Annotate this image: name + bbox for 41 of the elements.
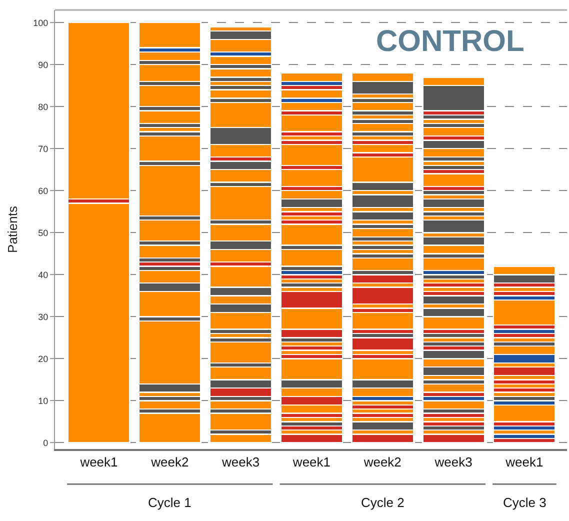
- y-tick-label: 90: [38, 60, 48, 70]
- bar: [280, 114, 344, 132]
- x-tick-label: week2: [150, 454, 189, 470]
- bar: [422, 173, 485, 188]
- x-tick-label: week1: [79, 454, 118, 470]
- y-tick-label: 30: [38, 312, 48, 322]
- text: Cycle 3: [503, 495, 546, 510]
- bar: [280, 72, 344, 82]
- x-tick-label: week3: [221, 454, 260, 470]
- bar: [351, 257, 414, 272]
- x-tick-label: week1: [292, 454, 330, 470]
- bar: [280, 169, 344, 188]
- text: Cycle 1: [148, 495, 192, 510]
- y-tick-label: 80: [38, 102, 48, 112]
- bar: [209, 412, 272, 431]
- bar: [68, 22, 130, 200]
- y-tick-label: 20: [38, 354, 48, 364]
- y-axis-title: Patients: [5, 206, 20, 253]
- x-tick-label: week1: [504, 454, 544, 470]
- annotation: CONTROL: [376, 25, 524, 58]
- bar: [209, 186, 272, 221]
- bar: [280, 144, 344, 166]
- bar: [138, 110, 202, 124]
- y-tick-label: 40: [38, 270, 48, 280]
- y-tick-label: 60: [38, 186, 48, 196]
- bar: [422, 257, 485, 272]
- bar: [138, 164, 202, 216]
- bar: [422, 219, 485, 234]
- bar: [138, 64, 202, 82]
- x-tick-label: week3: [434, 454, 472, 470]
- bar: [138, 85, 202, 108]
- bar: [138, 244, 202, 258]
- bar: [209, 341, 272, 364]
- y-tick-label: 10: [38, 396, 48, 406]
- bar: [493, 299, 556, 326]
- text: Cycle 2: [361, 495, 404, 510]
- y-tick-label: 50: [38, 228, 48, 238]
- y-tick-label: 100: [33, 18, 48, 28]
- y-tick-label: 0: [43, 438, 48, 448]
- y-tick-label: 70: [38, 144, 48, 154]
- x-tick-label: week2: [362, 454, 402, 470]
